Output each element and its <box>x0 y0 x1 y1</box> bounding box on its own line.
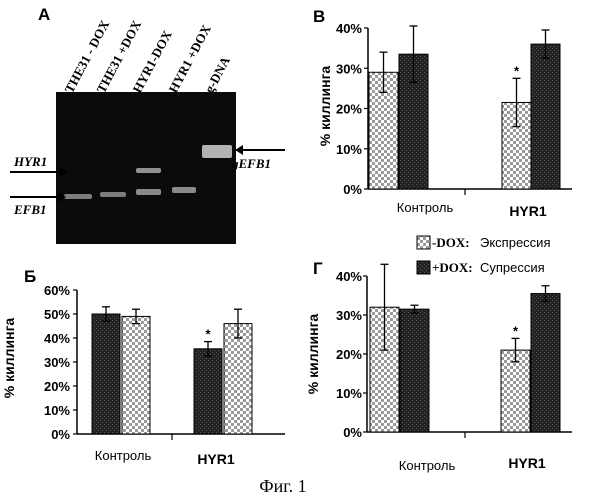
y-tick-label: 50% <box>44 307 70 322</box>
bar <box>224 324 252 434</box>
y-tick-label: 0% <box>343 425 362 440</box>
bar <box>400 309 429 432</box>
y-tick-label: 0% <box>343 182 362 197</box>
figure-caption: Фиг. 1 <box>259 476 306 496</box>
significance-marker: * <box>513 323 519 338</box>
bar <box>531 294 560 432</box>
bar <box>194 349 222 434</box>
gel-lane-label: g-DNA <box>201 53 233 95</box>
y-tick-label: 40% <box>336 269 362 284</box>
y-axis-label: % киллинга <box>305 314 321 395</box>
gel-band <box>172 187 196 193</box>
gel-band <box>136 189 161 195</box>
y-axis-label: % киллинга <box>1 318 17 399</box>
panel-letter: Б <box>24 267 36 286</box>
gefb1-arrow-head <box>235 145 243 155</box>
efb1-gel-label: EFB1 <box>13 202 47 217</box>
gel-band <box>136 168 161 173</box>
category-label: HYR1 <box>509 203 547 219</box>
hyr1-gel-label: HYR1 <box>13 154 47 169</box>
y-tick-label: 40% <box>44 331 70 346</box>
chart-panel-b-cyrillic: Б % киллинга Контроль HYR1 0% 10% 20% 30% 40… <box>1 267 285 467</box>
panel-letter: B <box>313 7 325 26</box>
category-label: HYR1 <box>197 451 235 467</box>
y-tick-label: 30% <box>336 61 362 76</box>
y-tick-label: 20% <box>336 347 362 362</box>
y-tick-label: 10% <box>336 386 362 401</box>
category-label: HYR1 <box>508 455 546 471</box>
y-tick-label: 20% <box>44 379 70 394</box>
gel-panel: A THE31 - DOX THE31 +DOX HYR1-DOX HYR1 +… <box>10 5 285 244</box>
legend-swatch-suppression <box>417 261 430 274</box>
significance-marker: * <box>514 63 520 78</box>
y-tick-label: 10% <box>336 142 362 157</box>
y-tick-label: 10% <box>44 403 70 418</box>
category-label: Контроль <box>399 458 456 473</box>
y-tick-label: 30% <box>336 308 362 323</box>
category-label: Контроль <box>397 200 454 215</box>
legend-text: Супрессия <box>480 260 545 275</box>
chart-panel-b: B % киллинга Контроль HYR1 0% 10% 20% 30% 40… <box>313 7 572 219</box>
y-axis-label: % киллинга <box>317 66 333 147</box>
legend-swatch-expression <box>417 236 430 249</box>
legend: -DOX: Экспрессия +DOX: Супрессия <box>417 235 550 275</box>
bar <box>122 316 150 434</box>
panel-letter: Г <box>313 259 323 278</box>
chart-panel-g: Г % киллинга Контроль HYR1 0% 10% 20% 30% 40… <box>305 259 572 473</box>
gefb1-gel-label: gEFB1 <box>231 156 271 171</box>
panel-letter-a: A <box>38 5 50 24</box>
legend-text: Экспрессия <box>480 235 550 250</box>
significance-marker: * <box>205 327 211 342</box>
gel-band <box>64 194 92 199</box>
bar <box>531 44 560 189</box>
y-tick-label: 0% <box>51 427 70 442</box>
gel-band <box>202 145 232 158</box>
legend-key: +DOX: <box>432 260 473 275</box>
gel-band <box>100 192 126 197</box>
category-label: Контроль <box>95 448 152 463</box>
legend-key: -DOX: <box>432 235 470 250</box>
y-tick-label: 20% <box>336 102 362 117</box>
y-tick-label: 40% <box>336 21 362 36</box>
y-tick-label: 60% <box>44 283 70 298</box>
y-tick-label: 30% <box>44 355 70 370</box>
bar <box>92 314 120 434</box>
